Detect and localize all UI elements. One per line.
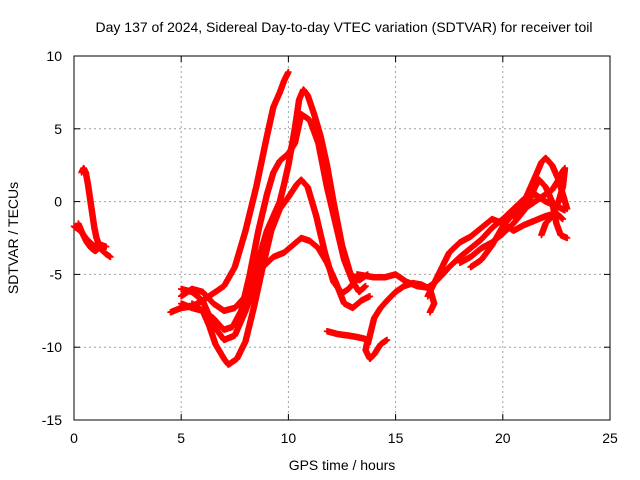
data-point: [98, 242, 106, 249]
y-tick-label: -10: [42, 339, 62, 355]
x-axis-label: GPS time / hours: [289, 457, 396, 473]
data-point: [102, 243, 110, 250]
plot-frame: [73, 55, 611, 421]
x-tick-label: 5: [177, 430, 185, 446]
chart-title: Day 137 of 2024, Sidereal Day-to-day VTE…: [96, 19, 593, 35]
x-tick-label: 10: [281, 430, 297, 446]
y-tick-label: 10: [46, 48, 62, 64]
y-tick-label: -5: [50, 266, 63, 282]
x-tick-label: 20: [495, 430, 511, 446]
series-arc-f: [188, 176, 359, 368]
data-point: [362, 282, 369, 290]
y-axis-label: SDTVAR / TECUs: [5, 182, 21, 294]
data-point: [107, 253, 114, 261]
axis-ticks: 0 5 10 15 20 25 -15 -10 -5 0 5 10: [42, 48, 618, 446]
data-point: [285, 68, 292, 76]
y-tick-label: 0: [54, 194, 62, 210]
x-tick-label: 15: [388, 430, 404, 446]
series-arc-d: [167, 68, 292, 316]
series-arc-i: [323, 327, 391, 363]
data-points: [70, 68, 571, 368]
series-arc-g: [178, 86, 371, 314]
y-tick-label: 5: [54, 121, 62, 137]
x-tick-label: 25: [602, 430, 618, 446]
series-arc-c: [78, 164, 106, 249]
series-arc-k: [364, 279, 438, 348]
x-tick-label: 0: [70, 430, 78, 446]
y-tick-label: -15: [42, 412, 62, 428]
